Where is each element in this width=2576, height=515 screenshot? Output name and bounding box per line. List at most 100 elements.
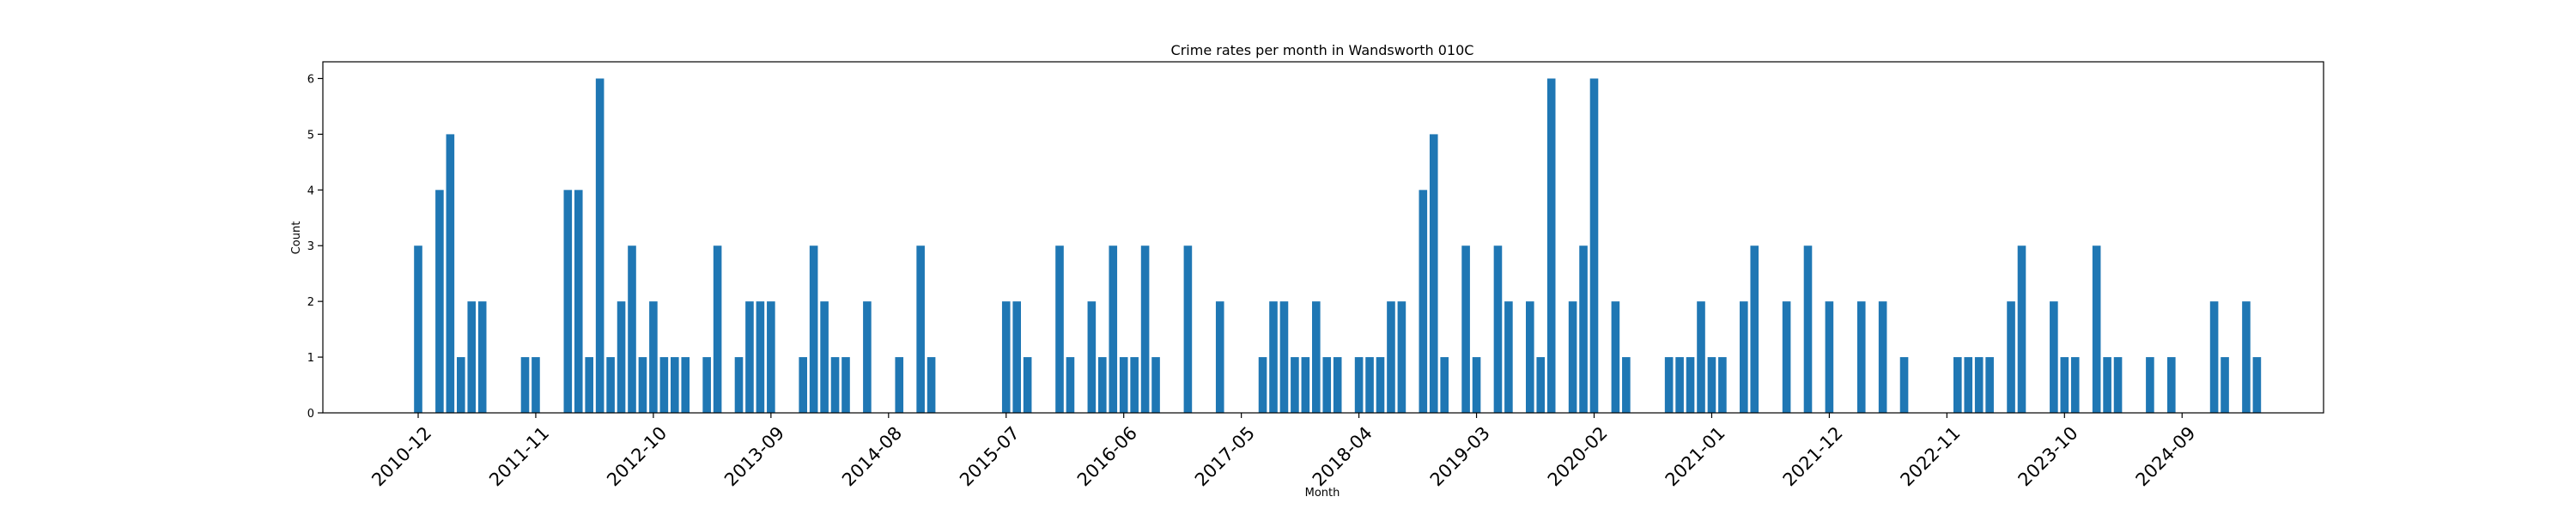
bar (1493, 245, 1503, 413)
bar (638, 357, 647, 413)
bar (1429, 134, 1438, 413)
bar (745, 301, 754, 413)
bar (1472, 357, 1481, 413)
bar (2146, 357, 2154, 413)
bar (1675, 357, 1684, 413)
bar (1333, 357, 1342, 413)
bar (1119, 357, 1128, 413)
y-tick-label: 2 (307, 296, 314, 309)
bar (1985, 357, 1994, 413)
bar (1098, 357, 1107, 413)
bar (1953, 357, 1962, 413)
bar (1611, 301, 1620, 413)
y-tick-label: 6 (307, 73, 314, 86)
bar (1376, 357, 1385, 413)
bar (927, 357, 936, 413)
bar (1536, 357, 1546, 413)
bar (2221, 357, 2229, 413)
bar (1066, 357, 1075, 413)
bar (1419, 190, 1428, 413)
y-tick-label: 4 (307, 185, 314, 197)
bar (563, 190, 573, 413)
bar (1740, 301, 1748, 413)
bar (2050, 301, 2058, 413)
bar (671, 357, 679, 413)
plot-frame (322, 61, 2324, 414)
bar (1825, 301, 1834, 413)
bar (1397, 301, 1406, 413)
bar (1622, 357, 1631, 413)
bar (1974, 357, 1984, 413)
bar (1707, 357, 1716, 413)
bar (585, 357, 593, 413)
bar (1312, 301, 1321, 413)
x-axis-label: Month (1305, 487, 1340, 500)
y-tick-label: 0 (307, 408, 314, 421)
bar (1803, 245, 1813, 413)
bar (435, 190, 444, 413)
bar (841, 357, 850, 413)
bar (1387, 301, 1395, 413)
bar (2060, 357, 2069, 413)
bar (2070, 357, 2080, 413)
bar (863, 301, 872, 413)
bar (1269, 301, 1278, 413)
bar (477, 301, 487, 413)
bar (702, 357, 711, 413)
bar (734, 357, 744, 413)
bar (574, 190, 583, 413)
bar (1365, 357, 1374, 413)
bar (713, 245, 722, 413)
bar (809, 245, 818, 413)
bar (1258, 357, 1267, 413)
y-axis: 0 1 2 3 4 5 6 (307, 73, 323, 421)
bar (2007, 301, 2015, 413)
bar (1087, 301, 1097, 413)
bar (2103, 357, 2111, 413)
bar (1899, 357, 1909, 413)
bar (767, 301, 775, 413)
bar (457, 357, 465, 413)
bars-group (414, 78, 2262, 413)
bar (1526, 301, 1534, 413)
y-tick-label: 3 (307, 240, 314, 253)
bar (1686, 357, 1695, 413)
bar (1504, 301, 1513, 413)
bar (1568, 301, 1577, 413)
y-tick-label: 5 (307, 129, 314, 142)
bar (1782, 301, 1791, 413)
bar (1964, 357, 1973, 413)
bar (799, 357, 807, 413)
bar (1301, 357, 1310, 413)
bar (617, 301, 626, 413)
bar (1697, 301, 1705, 413)
bar (1140, 245, 1150, 413)
bar (1151, 357, 1160, 413)
bar (1130, 357, 1139, 413)
y-axis-label: Count (290, 221, 303, 255)
bar (606, 357, 615, 413)
bar (2167, 357, 2176, 413)
bar (1750, 245, 1759, 413)
bar (756, 301, 765, 413)
bar (1718, 357, 1727, 413)
bar (2242, 301, 2251, 413)
bar (628, 245, 636, 413)
bar (1279, 301, 1289, 413)
bar (1589, 78, 1599, 413)
bar (532, 357, 540, 413)
bar (595, 78, 605, 413)
bar (830, 357, 840, 413)
bar (649, 301, 658, 413)
bar (1291, 357, 1299, 413)
y-tick-label: 1 (307, 352, 314, 365)
bar (2113, 357, 2123, 413)
bar (1440, 357, 1449, 413)
bar (916, 245, 925, 413)
bar (1109, 245, 1118, 413)
bar (2017, 245, 2026, 413)
bar (1878, 301, 1887, 413)
bar (1055, 245, 1064, 413)
bar (467, 301, 477, 413)
